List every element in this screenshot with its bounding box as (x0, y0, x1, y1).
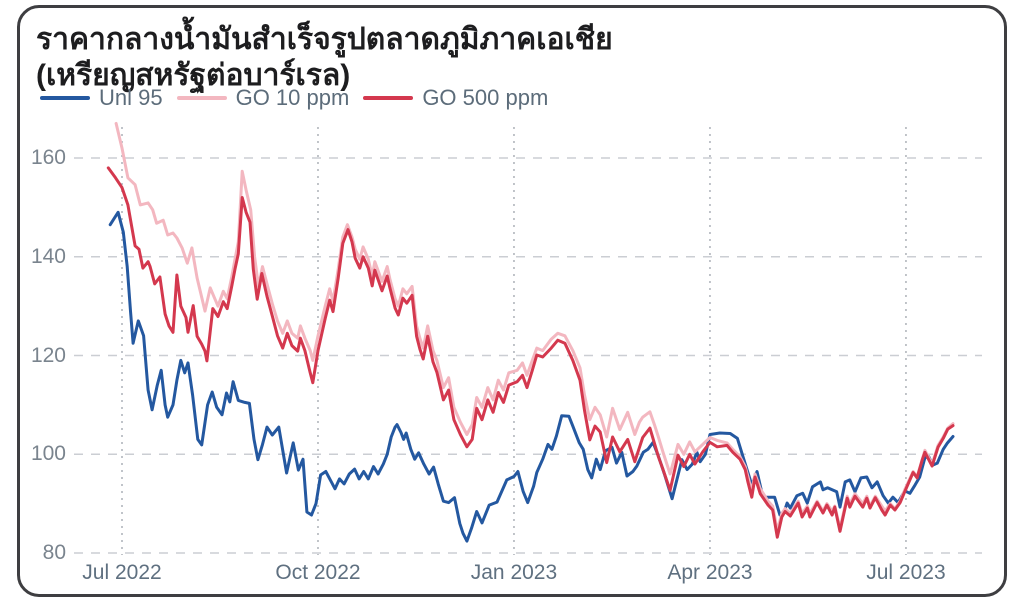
legend-item-go-10-ppm[interactable]: GO 10 ppm (176, 85, 350, 111)
legend-label: GO 500 ppm (422, 85, 549, 110)
legend-label: GO 10 ppm (235, 85, 350, 110)
legend-swatch-icon (176, 96, 227, 100)
line-chart-svg (74, 121, 982, 555)
chart-title: ราคากลางน้ำมันสำเร็จรูปตลาดภูมิภาคเอเชีย (36, 23, 613, 56)
y-tick-label: 160 (30, 146, 66, 169)
legend-swatch-icon (40, 96, 90, 100)
x-tick-label: Oct 2022 (275, 561, 361, 584)
legend-item-unl-95[interactable]: Unl 95 (40, 85, 163, 111)
y-tick-label: 100 (30, 442, 66, 466)
series-line-go-500-ppm (106, 166, 955, 539)
series-line-unl-95 (108, 210, 955, 543)
legend: Unl 95 GO 10 ppm GO 500 ppm (40, 85, 548, 111)
chart-subtitle: (เหรียญสหรัฐต่อบาร์เรล) (36, 59, 351, 92)
series-line-go-10-ppm (114, 121, 955, 533)
x-tick-label: Jul 2023 (866, 561, 946, 584)
x-tick-label: Jul 2022 (82, 561, 162, 584)
legend-label: Unl 95 (99, 85, 163, 110)
y-tick-label: 120 (30, 343, 66, 367)
chart-card: ราคากลางน้ำมันสำเร็จรูปตลาดภูมิภาคเอเชีย… (17, 5, 1007, 597)
x-tick-label: Apr 2023 (667, 561, 753, 584)
legend-item-go-500-ppm[interactable]: GO 500 ppm (363, 85, 548, 111)
y-tick-label: 140 (30, 244, 66, 268)
x-tick-label: Jan 2023 (470, 561, 558, 584)
legend-swatch-icon (363, 96, 414, 100)
y-tick-label: 80 (42, 541, 66, 564)
plot-area: 80 100 120 140 160 Jul 2022 Oct 2022 Jan 2023 A… (20, 8, 1004, 594)
